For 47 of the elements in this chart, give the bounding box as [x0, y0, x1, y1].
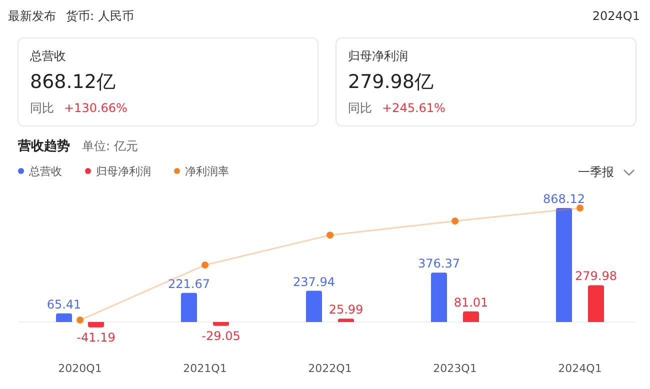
data-label: 279.98 — [575, 269, 617, 284]
data-label: 81.01 — [454, 295, 488, 310]
text: 2024Q1 — [592, 9, 640, 23]
text: +245.61% — [382, 101, 446, 115]
bar — [306, 290, 322, 322]
text: 最新发布 — [8, 9, 56, 23]
point — [326, 232, 334, 239]
bar — [181, 292, 197, 322]
legend-label: 总营收 — [28, 165, 62, 178]
data-label: -41.19 — [76, 330, 116, 344]
bar — [463, 311, 479, 322]
data-label: 221.67 — [168, 276, 210, 291]
text: 同比 — [30, 101, 54, 115]
chart-title: 营收趋势 — [17, 138, 70, 154]
bar — [338, 318, 354, 322]
point — [576, 204, 584, 212]
bar — [88, 322, 104, 328]
text: 货币: 人民币 — [66, 9, 134, 23]
bar — [56, 313, 72, 322]
legend-label: 净利润率 — [185, 165, 229, 178]
x-tick-label: 2024Q1 — [558, 362, 602, 375]
data-label: 868.12 — [543, 192, 585, 206]
text: 一季报 — [578, 165, 614, 179]
data-label: 25.99 — [328, 302, 364, 317]
text: 868.12亿 — [30, 71, 116, 93]
point — [76, 316, 84, 324]
text: +130.66% — [64, 101, 128, 115]
data-label: 376.37 — [418, 256, 460, 271]
text: 总营收 — [29, 49, 66, 63]
bar — [588, 285, 604, 322]
legend-label: 归母净利润 — [96, 165, 151, 178]
text: 279.98亿 — [348, 71, 434, 93]
data-label: -29.05 — [202, 328, 240, 343]
data-label: 65.41 — [46, 297, 82, 312]
bar — [213, 322, 229, 326]
text: 归母净利润 — [348, 49, 408, 63]
text: 同比 — [348, 101, 372, 115]
bar — [556, 208, 572, 322]
chart-subtitle: 单位: 亿元 — [82, 139, 138, 153]
bar — [431, 272, 447, 322]
point — [452, 218, 458, 225]
x-tick-label: 2020Q1 — [58, 362, 102, 375]
point — [202, 262, 208, 269]
x-tick-label: 2022Q1 — [308, 362, 352, 375]
x-tick-label: 2021Q1 — [183, 362, 227, 375]
x-tick-label: 2023Q1 — [433, 362, 477, 375]
data-label: 237.94 — [293, 274, 335, 289]
